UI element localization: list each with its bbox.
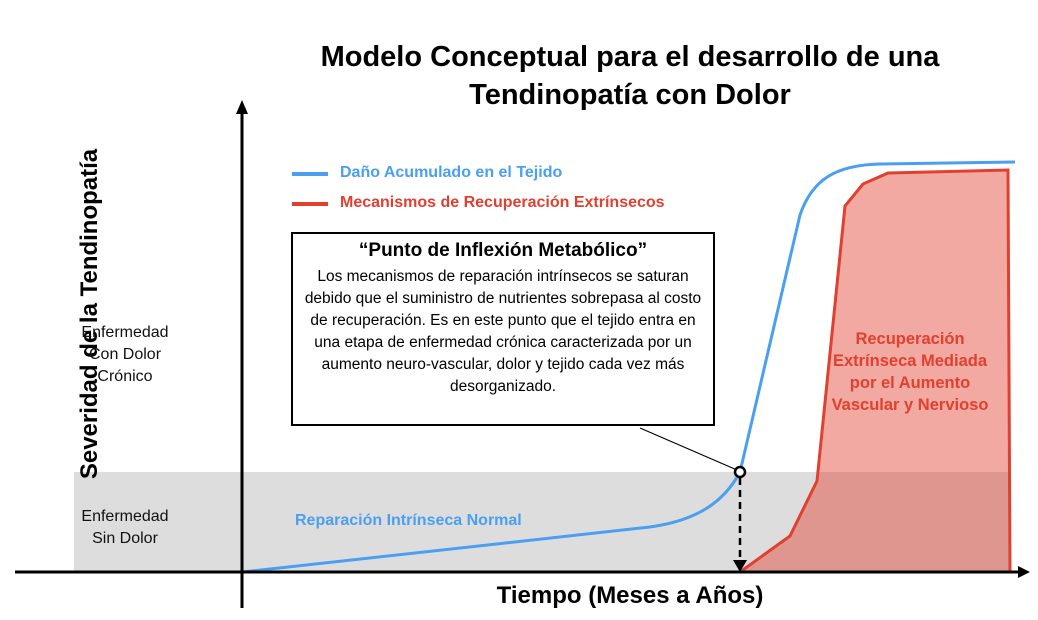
callout-title: “Punto de Inflexión Metabólico” — [358, 240, 648, 261]
region-label-chronic-pain: Enfermedad Con Dolor Crónico — [70, 322, 180, 388]
dashed-arrowhead — [733, 560, 747, 572]
label-line: Sin Dolor — [92, 530, 158, 547]
inflection-point-marker — [733, 465, 747, 479]
diagram-title: Modelo Conceptual para el desarrollo de … — [200, 38, 1038, 114]
x-axis-label: Tiempo (Meses a Años) — [496, 582, 764, 609]
label-line: Con Dolor — [88, 346, 162, 363]
no-pain-band — [74, 472, 1010, 572]
callout-pointer — [639, 427, 738, 471]
y-axis-label: Severidad de la Tendinopatía — [76, 148, 103, 480]
extrinsic-recovery-area — [735, 168, 1012, 574]
x-axis-arrow — [1018, 566, 1030, 578]
label-line: Enfermedad — [81, 324, 169, 341]
intrinsic-repair-label: Reparación Intrínseca Normal — [295, 512, 522, 529]
legend-item-extrinsic-recovery: Mecanismos de Recuperación Extrínsecos — [340, 194, 665, 211]
inflection-callout: “Punto de Inflexión Metabólico” Los meca… — [291, 232, 715, 426]
tissue-damage-curve — [242, 160, 1016, 574]
label-line: Enfermedad — [81, 508, 169, 525]
callout-body: Los mecanismos de reparación intrínsecos… — [304, 268, 702, 395]
title-line-1: Modelo Conceptual para el desarrollo de … — [320, 41, 940, 73]
label-line: Crónico — [97, 368, 153, 385]
y-axis-arrow — [236, 100, 248, 114]
title-line-2: Tendinopatía con Dolor — [469, 79, 791, 111]
extrinsic-recovery-label: Recuperación Extrínseca Mediada por el A… — [831, 330, 989, 414]
region-label-no-pain: Enfermedad Sin Dolor — [70, 506, 180, 550]
legend-item-tissue-damage: Daño Acumulado en el Tejido — [340, 164, 563, 181]
